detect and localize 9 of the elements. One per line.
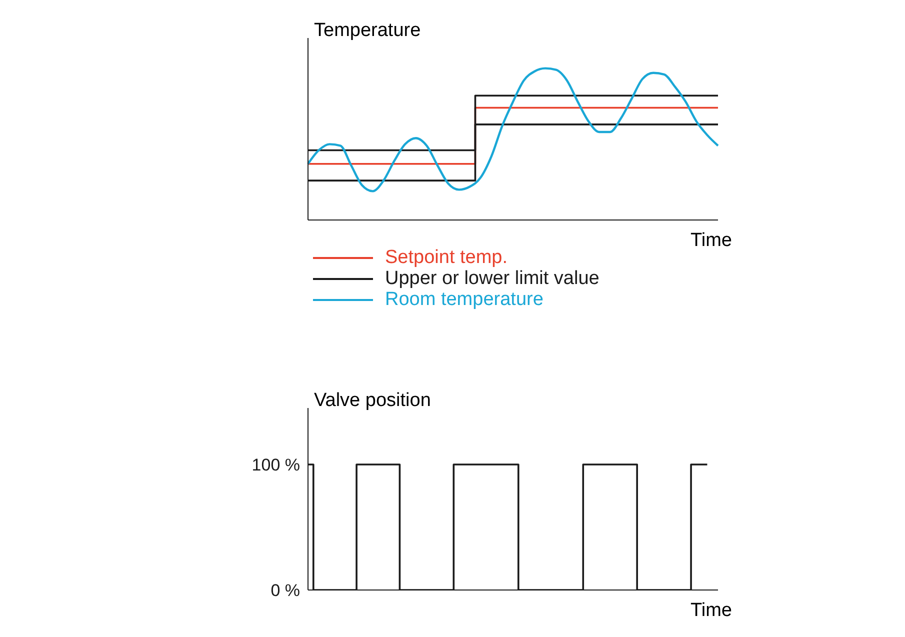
y-tick-label: 100 % bbox=[252, 456, 300, 475]
legend-label: Room temperature bbox=[385, 289, 544, 310]
y-axis-title: Temperature bbox=[314, 20, 421, 42]
x-axis-title: Time bbox=[690, 600, 732, 622]
y-axis-title: Valve position bbox=[314, 390, 431, 412]
legend-label: Setpoint temp. bbox=[385, 247, 508, 268]
legend-label: Upper or lower limit value bbox=[385, 268, 600, 289]
y-tick-label: 0 % bbox=[270, 581, 300, 600]
x-axis-title: Time bbox=[690, 230, 732, 252]
